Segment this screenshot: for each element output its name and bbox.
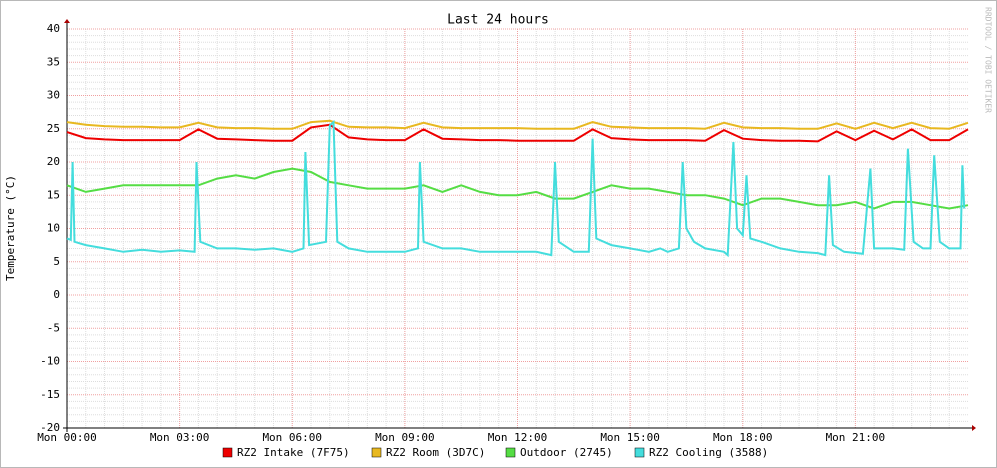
series-line [66,167,969,210]
y-tick-label: 0 [53,288,60,301]
y-axis-label: Temperature (°C) [4,175,17,281]
x-tick-label: Mon 00:00 [37,431,97,444]
x-axis-arrow [972,425,976,431]
x-tick-label: Mon 15:00 [600,431,660,444]
x-tick-label: Mon 18:00 [713,431,773,444]
y-tick-label: 25 [47,122,60,135]
y-tick-label: 20 [47,155,60,168]
legend-swatch [371,447,382,458]
series-line [66,119,966,258]
legend-label: Outdoor (2745) [520,446,613,459]
x-tick-label: Mon 09:00 [375,431,435,444]
series-line [66,119,969,130]
x-tick-label: Mon 06:00 [262,431,322,444]
y-tick-label: -10 [40,355,60,368]
y-tick-label: 35 [47,55,60,68]
legend-swatch [505,447,516,458]
legend-label: RZ2 Intake (7F75) [237,446,350,459]
chart-title: Last 24 hours [447,13,549,28]
y-axis-arrow [64,19,70,23]
legend-label: RZ2 Cooling (3588) [649,446,768,459]
y-tick-label: 15 [47,188,60,201]
series-line [66,123,969,143]
x-tick-label: Mon 03:00 [150,431,210,444]
legend-label: RZ2 Room (3D7C) [386,446,485,459]
legend-swatch [222,447,233,458]
x-tick-label: Mon 21:00 [826,431,886,444]
x-tick-label: Mon 12:00 [488,431,548,444]
watermark: RRDTOOL / TOBI OETIKER [984,7,993,113]
y-tick-label: 5 [53,255,60,268]
y-tick-label: -15 [40,388,60,401]
y-tick-label: 40 [47,22,60,35]
y-tick-label: -20 [40,421,60,434]
y-tick-label: 10 [47,222,60,235]
y-tick-label: 30 [47,89,60,102]
legend-swatch [634,447,645,458]
y-tick-label: -5 [47,321,60,334]
